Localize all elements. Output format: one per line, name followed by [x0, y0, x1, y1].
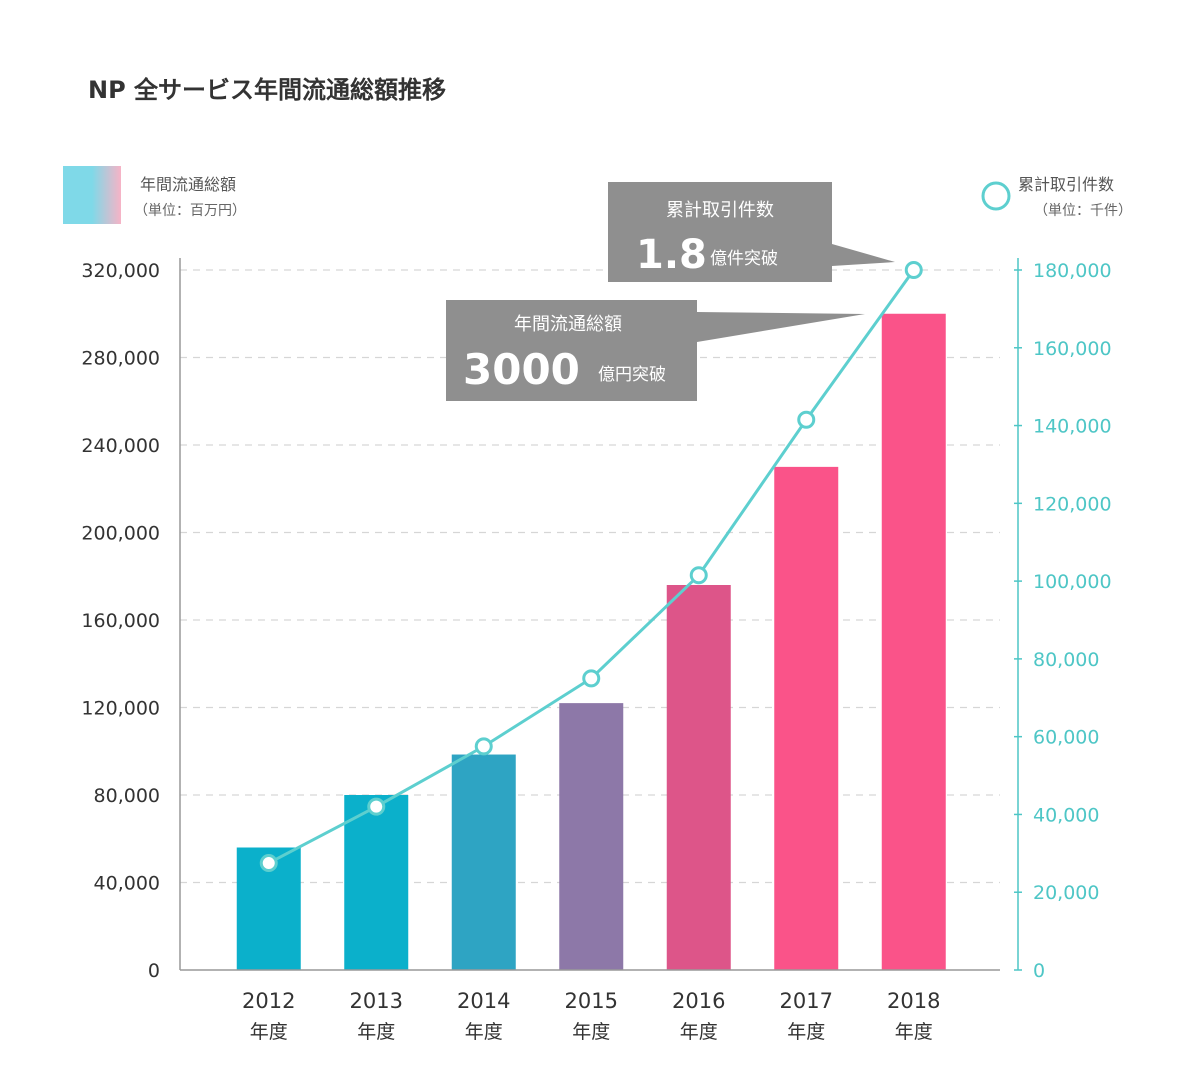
callout-count-small: 億件突破 — [710, 249, 778, 269]
callout-volume: 年間流通総額 3000 億円突破 — [446, 300, 865, 401]
left-tick-label: 40,000 — [94, 873, 160, 895]
callout-count-big: 1.8 — [636, 232, 707, 278]
bar-2013 — [344, 795, 409, 970]
line-point-2018 — [904, 261, 923, 279]
line-point-2017 — [797, 410, 816, 429]
callout-volume-box — [446, 300, 865, 401]
line-point-2012 — [259, 854, 278, 873]
right-tick-label: 40,000 — [1033, 804, 1099, 826]
line-point-2014 — [474, 737, 493, 756]
legend-line-unit: （単位：千件） — [1034, 203, 1132, 219]
axes: 0 40,000 80,000 120,000 160,000 200,000 240,00… — [81, 258, 1112, 982]
right-tick-label: 80,000 — [1033, 649, 1099, 671]
line-point-2016 — [689, 566, 708, 585]
right-tick-label: 160,000 — [1033, 338, 1112, 360]
line-point-2013 — [367, 797, 386, 816]
x-tick-suffix: 年度 — [787, 1021, 825, 1043]
left-tick-label: 120,000 — [81, 698, 160, 720]
bar-2014 — [451, 754, 516, 970]
x-tick-suffix: 年度 — [572, 1021, 610, 1043]
x-tick-year: 2018 — [887, 989, 940, 1013]
x-tick-suffix: 年度 — [895, 1021, 933, 1043]
legend-line-marker-icon — [981, 181, 1011, 211]
x-tick-year: 2013 — [350, 989, 403, 1013]
chart-title: NP 全サービス年間流通総額推移 — [88, 76, 446, 104]
left-tick-label: 80,000 — [94, 785, 160, 807]
callout-count: 累計取引件数 1.8 億件突破 — [608, 182, 895, 282]
bar-2017 — [774, 466, 839, 970]
callout-volume-big: 3000 — [463, 345, 580, 394]
callout-count-box — [608, 182, 895, 282]
x-tick-year: 2015 — [565, 989, 618, 1013]
line-series — [259, 261, 923, 873]
left-tick-label: 240,000 — [81, 435, 160, 457]
x-tick-year: 2012 — [242, 989, 295, 1013]
x-tick-suffix: 年度 — [465, 1021, 503, 1043]
x-axis-labels: 2012 年度 2013 年度 2014 年度 2015 年度 2016 年度 2017 年度 2018… — [242, 989, 940, 1043]
right-tick-label: 140,000 — [1033, 416, 1112, 438]
line-point-2015 — [582, 669, 601, 688]
left-tick-label: 320,000 — [81, 260, 160, 282]
callout-volume-small: 億円突破 — [598, 365, 666, 385]
legend-bar-unit: （単位：百万円） — [134, 203, 246, 219]
right-tick-label: 120,000 — [1033, 493, 1112, 515]
x-tick-suffix: 年度 — [250, 1021, 288, 1043]
right-tick-label: 0 — [1033, 960, 1045, 982]
x-tick-year: 2014 — [457, 989, 510, 1013]
right-tick-label: 100,000 — [1033, 571, 1112, 593]
left-tick-label: 160,000 — [81, 610, 160, 632]
bar-2018 — [881, 313, 946, 970]
right-tick-label: 20,000 — [1033, 882, 1099, 904]
callout-count-label: 累計取引件数 — [666, 200, 774, 221]
right-tick-label: 180,000 — [1033, 260, 1112, 282]
x-tick-year: 2016 — [672, 989, 725, 1013]
legend-bar-swatch — [63, 166, 121, 224]
legend-line-label: 累計取引件数 — [1018, 175, 1114, 194]
callout-volume-label: 年間流通総額 — [514, 314, 622, 335]
x-tick-suffix: 年度 — [680, 1021, 718, 1043]
legend-bar-label: 年間流通総額 — [140, 175, 236, 194]
left-tick-label: 200,000 — [81, 523, 160, 545]
x-tick-suffix: 年度 — [357, 1021, 395, 1043]
bar-2015 — [559, 703, 624, 970]
left-tick-label: 280,000 — [81, 348, 160, 370]
bar-2016 — [666, 585, 731, 970]
bar-series — [236, 313, 946, 970]
left-tick-label: 0 — [148, 960, 160, 982]
right-tick-label: 60,000 — [1033, 727, 1099, 749]
x-tick-year: 2017 — [780, 989, 833, 1013]
